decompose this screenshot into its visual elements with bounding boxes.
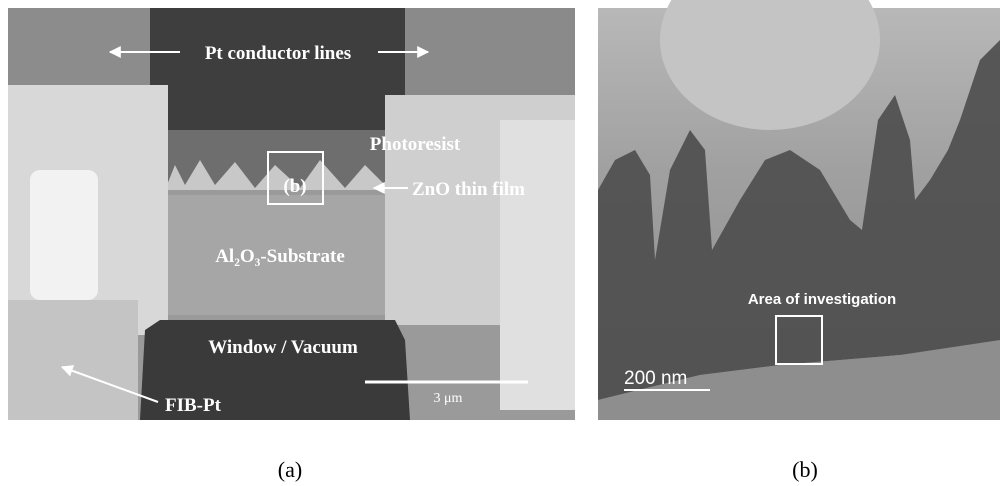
label: (b) — [283, 176, 306, 197]
panel-b: Area of investigation 200 nm — [598, 0, 1000, 420]
caption: (b) — [792, 457, 818, 482]
panel-a: Pt conductor lines Photoresist ZnO thin … — [8, 8, 575, 420]
scale-label: 3 μm — [434, 391, 463, 406]
label: Al₂O₃-Substrate — [215, 246, 345, 267]
label: Area of investigation — [748, 291, 896, 308]
scale-label: 200 nm — [624, 368, 687, 389]
figure: Pt conductor lines Photoresist ZnO thin … — [0, 0, 1001, 486]
label: Photoresist — [370, 134, 461, 155]
caption: (a) — [278, 457, 302, 482]
label: ZnO thin film — [412, 179, 525, 200]
label: Window / Vacuum — [208, 337, 358, 358]
label: FIB-Pt — [165, 395, 222, 416]
label: Pt conductor lines — [205, 43, 351, 64]
